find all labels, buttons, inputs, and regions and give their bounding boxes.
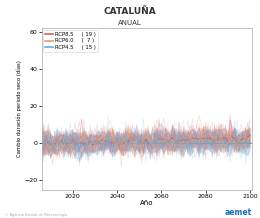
X-axis label: Año: Año (140, 200, 154, 206)
Text: aemet: aemet (225, 208, 252, 217)
Text: © Agencia Estatal de Meteorología: © Agencia Estatal de Meteorología (5, 213, 67, 217)
Text: ANUAL: ANUAL (118, 20, 142, 26)
Y-axis label: Cambio duración periodo seco (días): Cambio duración periodo seco (días) (16, 61, 22, 157)
Legend: RCP8.5     ( 19 ), RCP6.0     (  7 ), RCP4.5     ( 15 ): RCP8.5 ( 19 ), RCP6.0 ( 7 ), RCP4.5 ( 15… (43, 30, 98, 52)
Text: CATALUÑA: CATALUÑA (104, 7, 156, 15)
